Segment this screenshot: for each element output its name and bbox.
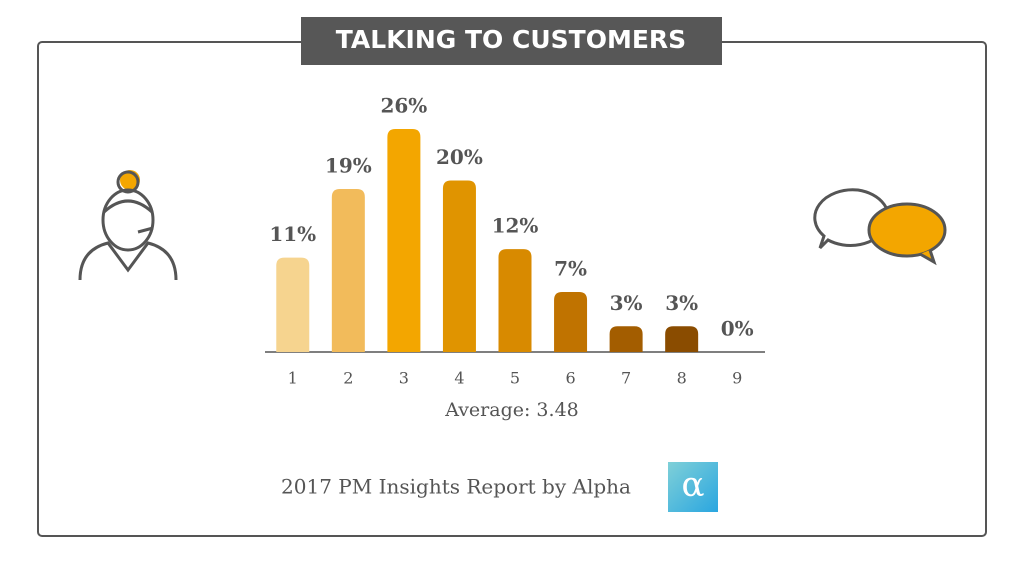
bar <box>387 129 421 352</box>
title-box <box>301 17 722 65</box>
value-label: 7% <box>554 256 587 280</box>
x-tick-label: 6 <box>565 369 575 388</box>
value-label: 20% <box>436 145 483 169</box>
person-icon <box>78 170 178 281</box>
bar <box>665 326 699 352</box>
footer: 2017 PM Insights Report by Alpha <box>281 475 631 499</box>
bar <box>609 326 643 352</box>
average: Average: 3.48 <box>444 399 579 421</box>
x-tick-label: 8 <box>677 369 687 388</box>
logo-text: α <box>682 465 705 505</box>
value-label: 11% <box>269 222 316 246</box>
value-label: 26% <box>380 94 427 118</box>
value-label: 0% <box>721 317 754 341</box>
bar <box>276 257 310 352</box>
bar <box>554 291 588 352</box>
bar <box>331 189 365 352</box>
value-label: 3% <box>665 291 698 315</box>
chat-icon <box>813 188 947 266</box>
x-tick-label: 5 <box>510 369 520 388</box>
value-label: 19% <box>325 154 372 178</box>
x-tick-label: 2 <box>343 369 353 388</box>
bar <box>498 249 532 352</box>
chart-title: TALKING TO CUSTOMERS <box>336 25 686 54</box>
x-tick-label: 3 <box>399 369 409 388</box>
value-label: 12% <box>492 214 539 238</box>
value-label: 3% <box>610 291 643 315</box>
logo <box>668 462 718 512</box>
bar <box>442 180 476 352</box>
x-tick-label: 4 <box>454 369 464 388</box>
x-tick-label: 1 <box>288 369 298 388</box>
x-tick-label: 9 <box>732 369 742 388</box>
x-tick-label: 7 <box>621 369 631 388</box>
